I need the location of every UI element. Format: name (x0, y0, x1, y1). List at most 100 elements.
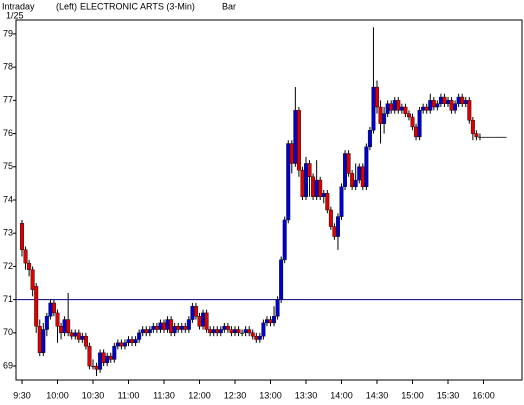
candle-body (275, 299, 280, 317)
candle-body (406, 113, 411, 118)
candle-body (318, 179, 323, 197)
candle-body (229, 329, 234, 334)
candle-body (243, 329, 248, 334)
candle-body (272, 316, 277, 324)
candle-body (201, 312, 206, 327)
candle-body (296, 110, 301, 171)
date-label: 1/25 (6, 10, 24, 20)
candle-body (449, 100, 454, 111)
candle-body (211, 329, 216, 334)
y-tick-label: 76 (3, 128, 13, 138)
candle-body (27, 262, 32, 270)
x-tick-label: 9:30 (13, 390, 31, 400)
candle-body (94, 365, 99, 370)
x-tick-label: 12:30 (224, 390, 247, 400)
candle-body (20, 223, 24, 251)
candle-body (428, 100, 433, 111)
candle-body (335, 216, 340, 237)
candle-body (80, 335, 85, 340)
candle-body (133, 339, 138, 344)
candle-body (250, 332, 255, 337)
candle-body (389, 103, 394, 111)
candle-body (176, 325, 181, 330)
candle-body (162, 322, 166, 330)
candle-body (357, 166, 362, 181)
x-tick-label: 10:30 (82, 390, 105, 400)
candle-body (44, 316, 49, 330)
candle-body (98, 352, 103, 370)
candle-body (115, 342, 120, 347)
side-label: (Left) (56, 1, 77, 11)
candle-body (37, 325, 42, 353)
candle-body (293, 110, 298, 164)
candle-body (392, 100, 397, 111)
candle-body (321, 193, 326, 197)
candle-body (222, 325, 227, 330)
candle-body (488, 136, 493, 138)
candle-body (424, 106, 429, 111)
candle-body (208, 329, 213, 334)
candle-body (51, 302, 56, 314)
candle-body (119, 342, 124, 347)
candle-body (481, 136, 486, 138)
y-tick-label: 74 (3, 194, 13, 204)
candle-body (332, 226, 337, 237)
x-tick-label: 13:30 (295, 390, 318, 400)
y-tick-label: 69 (3, 360, 13, 370)
candle-body (463, 100, 468, 104)
candle-body (73, 332, 78, 337)
candle-body (240, 332, 244, 334)
candle-body (353, 179, 358, 187)
candle-body (264, 319, 269, 324)
candle-body (204, 312, 209, 330)
x-tick-label: 13:00 (259, 390, 282, 400)
candle-body (453, 103, 458, 111)
candle-body (282, 219, 287, 260)
candle-body (300, 169, 305, 197)
candle-body (91, 366, 95, 367)
candle-body (233, 329, 237, 334)
candle-body (137, 332, 142, 340)
candle-body (346, 153, 351, 174)
candle-body (467, 100, 472, 121)
candle-body (399, 106, 404, 111)
candle-body (66, 319, 71, 334)
x-tick-label: 14:30 (366, 390, 389, 400)
x-tick-label: 16:00 (472, 390, 495, 400)
candle-body (41, 329, 46, 353)
candle-body (417, 110, 422, 138)
chart-title: ELECTRONIC ARTS (3-Min) (80, 1, 195, 11)
candle-body (130, 339, 135, 344)
x-tick-label: 12:00 (188, 390, 211, 400)
candle-body (122, 342, 127, 347)
candle-body (218, 329, 223, 334)
candle-body (478, 136, 482, 138)
candle-body (193, 306, 198, 317)
candle-body (186, 319, 191, 330)
x-tick-label: 14:00 (330, 390, 353, 400)
x-tick-label: 15:30 (437, 390, 460, 400)
candle-body (225, 325, 230, 330)
period-label: Intraday (2, 1, 35, 11)
candle-body (364, 146, 369, 187)
y-tick-label: 70 (3, 327, 13, 337)
candle-body (435, 103, 440, 108)
candle-body (62, 319, 67, 334)
candle-body (69, 332, 74, 337)
plot-frame (15, 19, 523, 381)
candle-body (126, 339, 131, 344)
candle-body (492, 136, 496, 138)
candle-body (112, 345, 117, 360)
candle-body (254, 335, 259, 340)
x-tick-label: 11:00 (118, 390, 140, 400)
candle-body (23, 249, 28, 264)
candle-body (236, 329, 241, 334)
candle-body (460, 96, 465, 104)
candle-body (304, 163, 308, 197)
candle-body (485, 136, 489, 138)
candle-body (247, 329, 252, 334)
candle-body (83, 335, 88, 347)
y-tick-label: 71 (3, 294, 13, 304)
candle-body (55, 312, 60, 327)
